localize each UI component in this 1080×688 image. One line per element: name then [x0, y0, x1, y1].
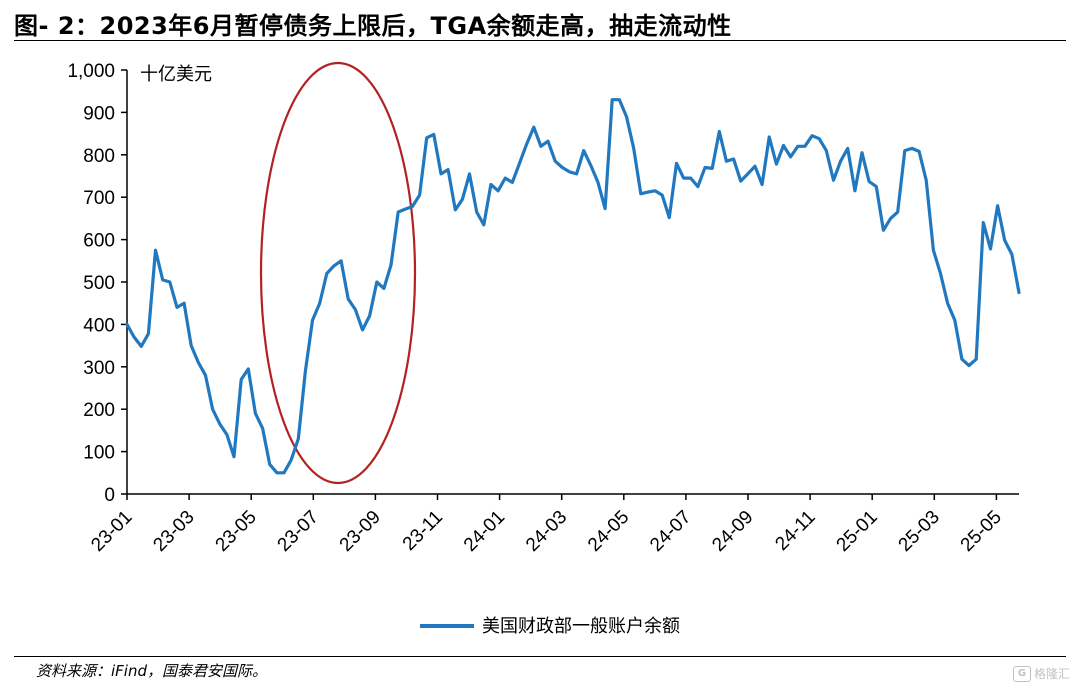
watermark-text: 格隆汇 [1033, 667, 1070, 681]
x-tick-label: 23-03 [149, 507, 198, 556]
x-tick-label: 23-05 [212, 507, 261, 556]
chart-title: 图- 2：2023年6月暂停债务上限后，TGA余额走高，抽走流动性 [14, 12, 732, 40]
series-group [125, 98, 1021, 475]
x-tick-label: 23-09 [336, 507, 385, 556]
y-tick-label: 800 [83, 146, 115, 167]
y-tick-label: 200 [83, 400, 115, 421]
x-tick-label: 24-01 [460, 507, 509, 556]
legend: 美国财政部一般账户余额 [420, 616, 680, 637]
x-tick-label: 24-07 [646, 507, 695, 556]
y-unit-label: 十亿美元 [140, 64, 212, 85]
y-tick-label: 600 [83, 231, 115, 252]
series-line [125, 98, 1021, 475]
y-tick-label: 300 [83, 358, 115, 379]
highlight-ellipse [259, 61, 417, 485]
x-tick-label: 24-03 [522, 507, 571, 556]
y-tick-label: 900 [83, 103, 115, 124]
y-tick-label: 100 [83, 443, 115, 464]
watermark-logo-icon: G [1012, 665, 1031, 682]
y-tick-label: 400 [83, 315, 115, 336]
footer-divider [14, 656, 1066, 657]
x-tick-label: 23-07 [274, 507, 323, 556]
y-axis: 0 100 200 300 400 500 600 700 800 900 1,000 [67, 61, 128, 506]
y-tick-label: 0 [104, 485, 115, 506]
source-note: 资料来源：iFind，国泰君安国际。 [36, 662, 267, 680]
x-tick-label: 23-01 [87, 507, 136, 556]
x-tick-label: 25-01 [833, 507, 882, 556]
y-tick-label: 1,000 [67, 61, 115, 82]
x-axis: 23-01 23-03 23-05 23-07 23-09 23-11 24-01 24-03… [87, 493, 1019, 556]
legend-label: 美国财政部一般账户余额 [482, 616, 680, 637]
x-tick-label: 24-05 [584, 507, 633, 556]
x-tick-label: 23-11 [399, 507, 447, 555]
title-divider [14, 40, 1066, 41]
y-tick-label: 500 [83, 273, 115, 294]
x-tick-label: 25-03 [895, 507, 944, 556]
x-tick-label: 25-05 [957, 507, 1006, 556]
x-tick-label: 24-11 [771, 507, 819, 555]
watermark: G 格隆汇 [1012, 665, 1070, 682]
x-tick-label: 24-09 [708, 507, 757, 556]
y-tick-label: 700 [83, 188, 115, 209]
